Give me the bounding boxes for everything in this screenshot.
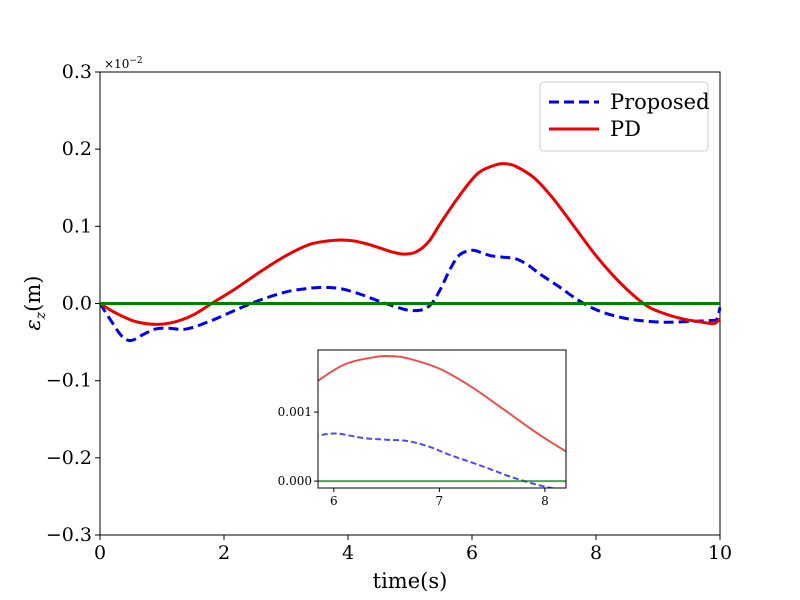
y-tick-label: −0.3 [46, 524, 92, 546]
y-tick-label: 0.0 [62, 293, 92, 315]
inset-y-tick-label: 0.000 [278, 474, 312, 488]
inset-x-tick-label: 6 [330, 494, 338, 508]
x-tick-label: 2 [218, 542, 230, 564]
y-axis-label: εz(m) [21, 276, 49, 331]
legend-label-pd: PD [610, 117, 641, 141]
inset-frame [317, 349, 567, 489]
x-tick-label: 4 [342, 542, 354, 564]
inset-x-axis: 6 7 8 [330, 488, 549, 508]
x-tick-label: 0 [94, 542, 106, 564]
x-axis: 0 2 4 6 8 10 [94, 535, 732, 564]
x-axis-label: time(s) [373, 569, 448, 593]
y-axis-symbol: ε [21, 319, 45, 330]
inset-x-tick-label: 7 [436, 494, 444, 508]
y-tick-label: −0.1 [46, 370, 92, 392]
series-line-proposed [98, 248, 722, 343]
y-scale-exponent: −2 [129, 56, 142, 66]
inset-y-axis: 0.000 0.001 [278, 405, 318, 488]
inset-plot: 6 7 8 0.000 0.001 [278, 349, 567, 508]
y-axis-unit: (m) [21, 276, 45, 312]
legend-box [539, 81, 709, 152]
x-tick-label: 10 [708, 542, 732, 564]
legend-label-proposed: Proposed [610, 90, 710, 114]
legend: Proposed PD [539, 81, 710, 152]
y-tick-label: 0.1 [62, 215, 92, 237]
x-tick-label: 8 [590, 542, 602, 564]
inset-background [318, 350, 566, 488]
y-tick-label: 0.3 [62, 61, 92, 83]
y-scale-factor: ×10−2 [104, 56, 143, 71]
y-axis-subscript: z [33, 311, 49, 320]
series-layer [98, 162, 722, 343]
inset-y-tick-label: 0.001 [278, 405, 312, 419]
x-tick-label: 6 [466, 542, 478, 564]
y-tick-label: 0.2 [62, 138, 92, 160]
y-scale-label: ×10 [104, 57, 129, 71]
inset-x-tick-label: 8 [541, 494, 549, 508]
y-axis: −0.3 −0.2 −0.1 0.0 0.1 0.2 0.3 [46, 61, 100, 546]
y-tick-label: −0.2 [46, 447, 92, 469]
series-line-pd [99, 162, 722, 326]
